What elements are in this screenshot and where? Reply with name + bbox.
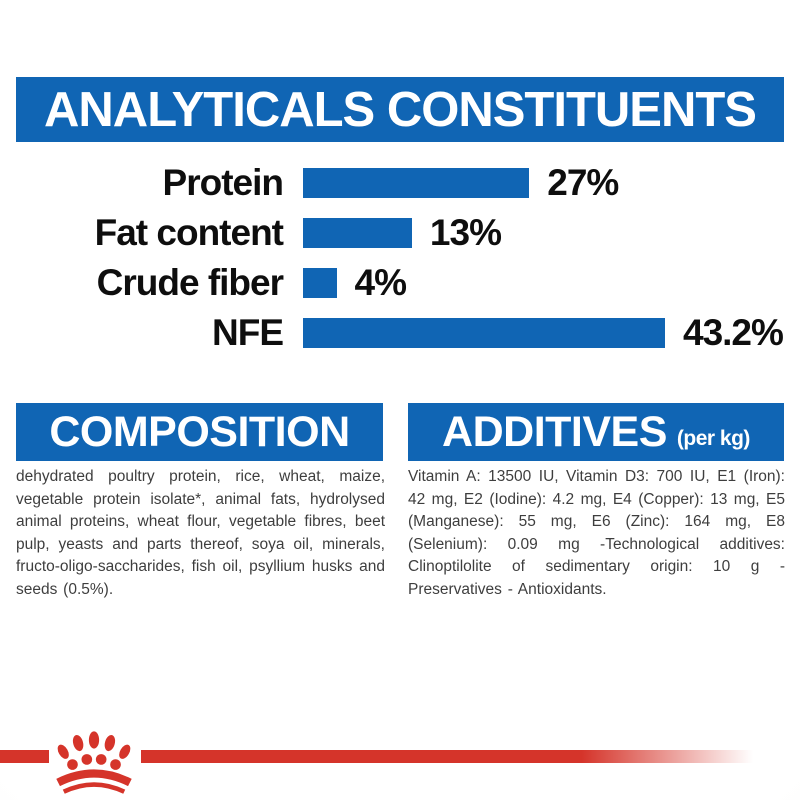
chart-value-label: 13% xyxy=(429,212,502,253)
chart-value-label: 27% xyxy=(547,162,619,203)
composition-title: COMPOSITION xyxy=(49,407,350,456)
analytical-constituents-header: ANALYTICALS CONSTITUENTS xyxy=(16,77,784,142)
composition-header: COMPOSITION xyxy=(16,403,383,461)
analytical-constituents-title: ANALYTICALS CONSTITUENTS xyxy=(44,82,757,137)
chart-row: Fat content 13% xyxy=(16,208,792,258)
chart-bar xyxy=(303,318,665,348)
chart-category-label: Protein xyxy=(162,162,284,203)
chart-row: Protein 27% xyxy=(16,158,792,208)
additives-title: ADDITIVES xyxy=(442,407,667,456)
additives-per-kg-suffix: (per kg) xyxy=(676,427,751,450)
additives-text: Vitamin A: 13500 IU, Vitamin D3: 700 IU,… xyxy=(408,468,785,598)
royal-canin-crown-paw-logo-icon xyxy=(56,731,132,794)
chart-bar xyxy=(303,268,337,298)
chart-category-label: Fat content xyxy=(94,212,284,253)
chart-value-label: 43.2% xyxy=(683,312,784,353)
chart-row: Crude fiber 4% xyxy=(16,258,792,308)
additives-header: ADDITIVES (per kg) xyxy=(408,403,784,461)
analytical-constituents-chart: Protein 27% Fat content 13% Crude fiber … xyxy=(16,158,792,358)
chart-category-label: NFE xyxy=(212,312,284,353)
chart-category-label: Crude fiber xyxy=(96,262,284,303)
red-divider-line-right xyxy=(141,750,753,763)
chart-bar xyxy=(303,168,530,198)
red-divider-line-left xyxy=(0,750,49,763)
composition-text: dehydrated poultry protein, rice, wheat,… xyxy=(16,468,385,598)
chart-bar xyxy=(303,218,412,248)
chart-value-label: 4% xyxy=(354,262,407,303)
chart-row: NFE 43.2% xyxy=(16,308,792,358)
